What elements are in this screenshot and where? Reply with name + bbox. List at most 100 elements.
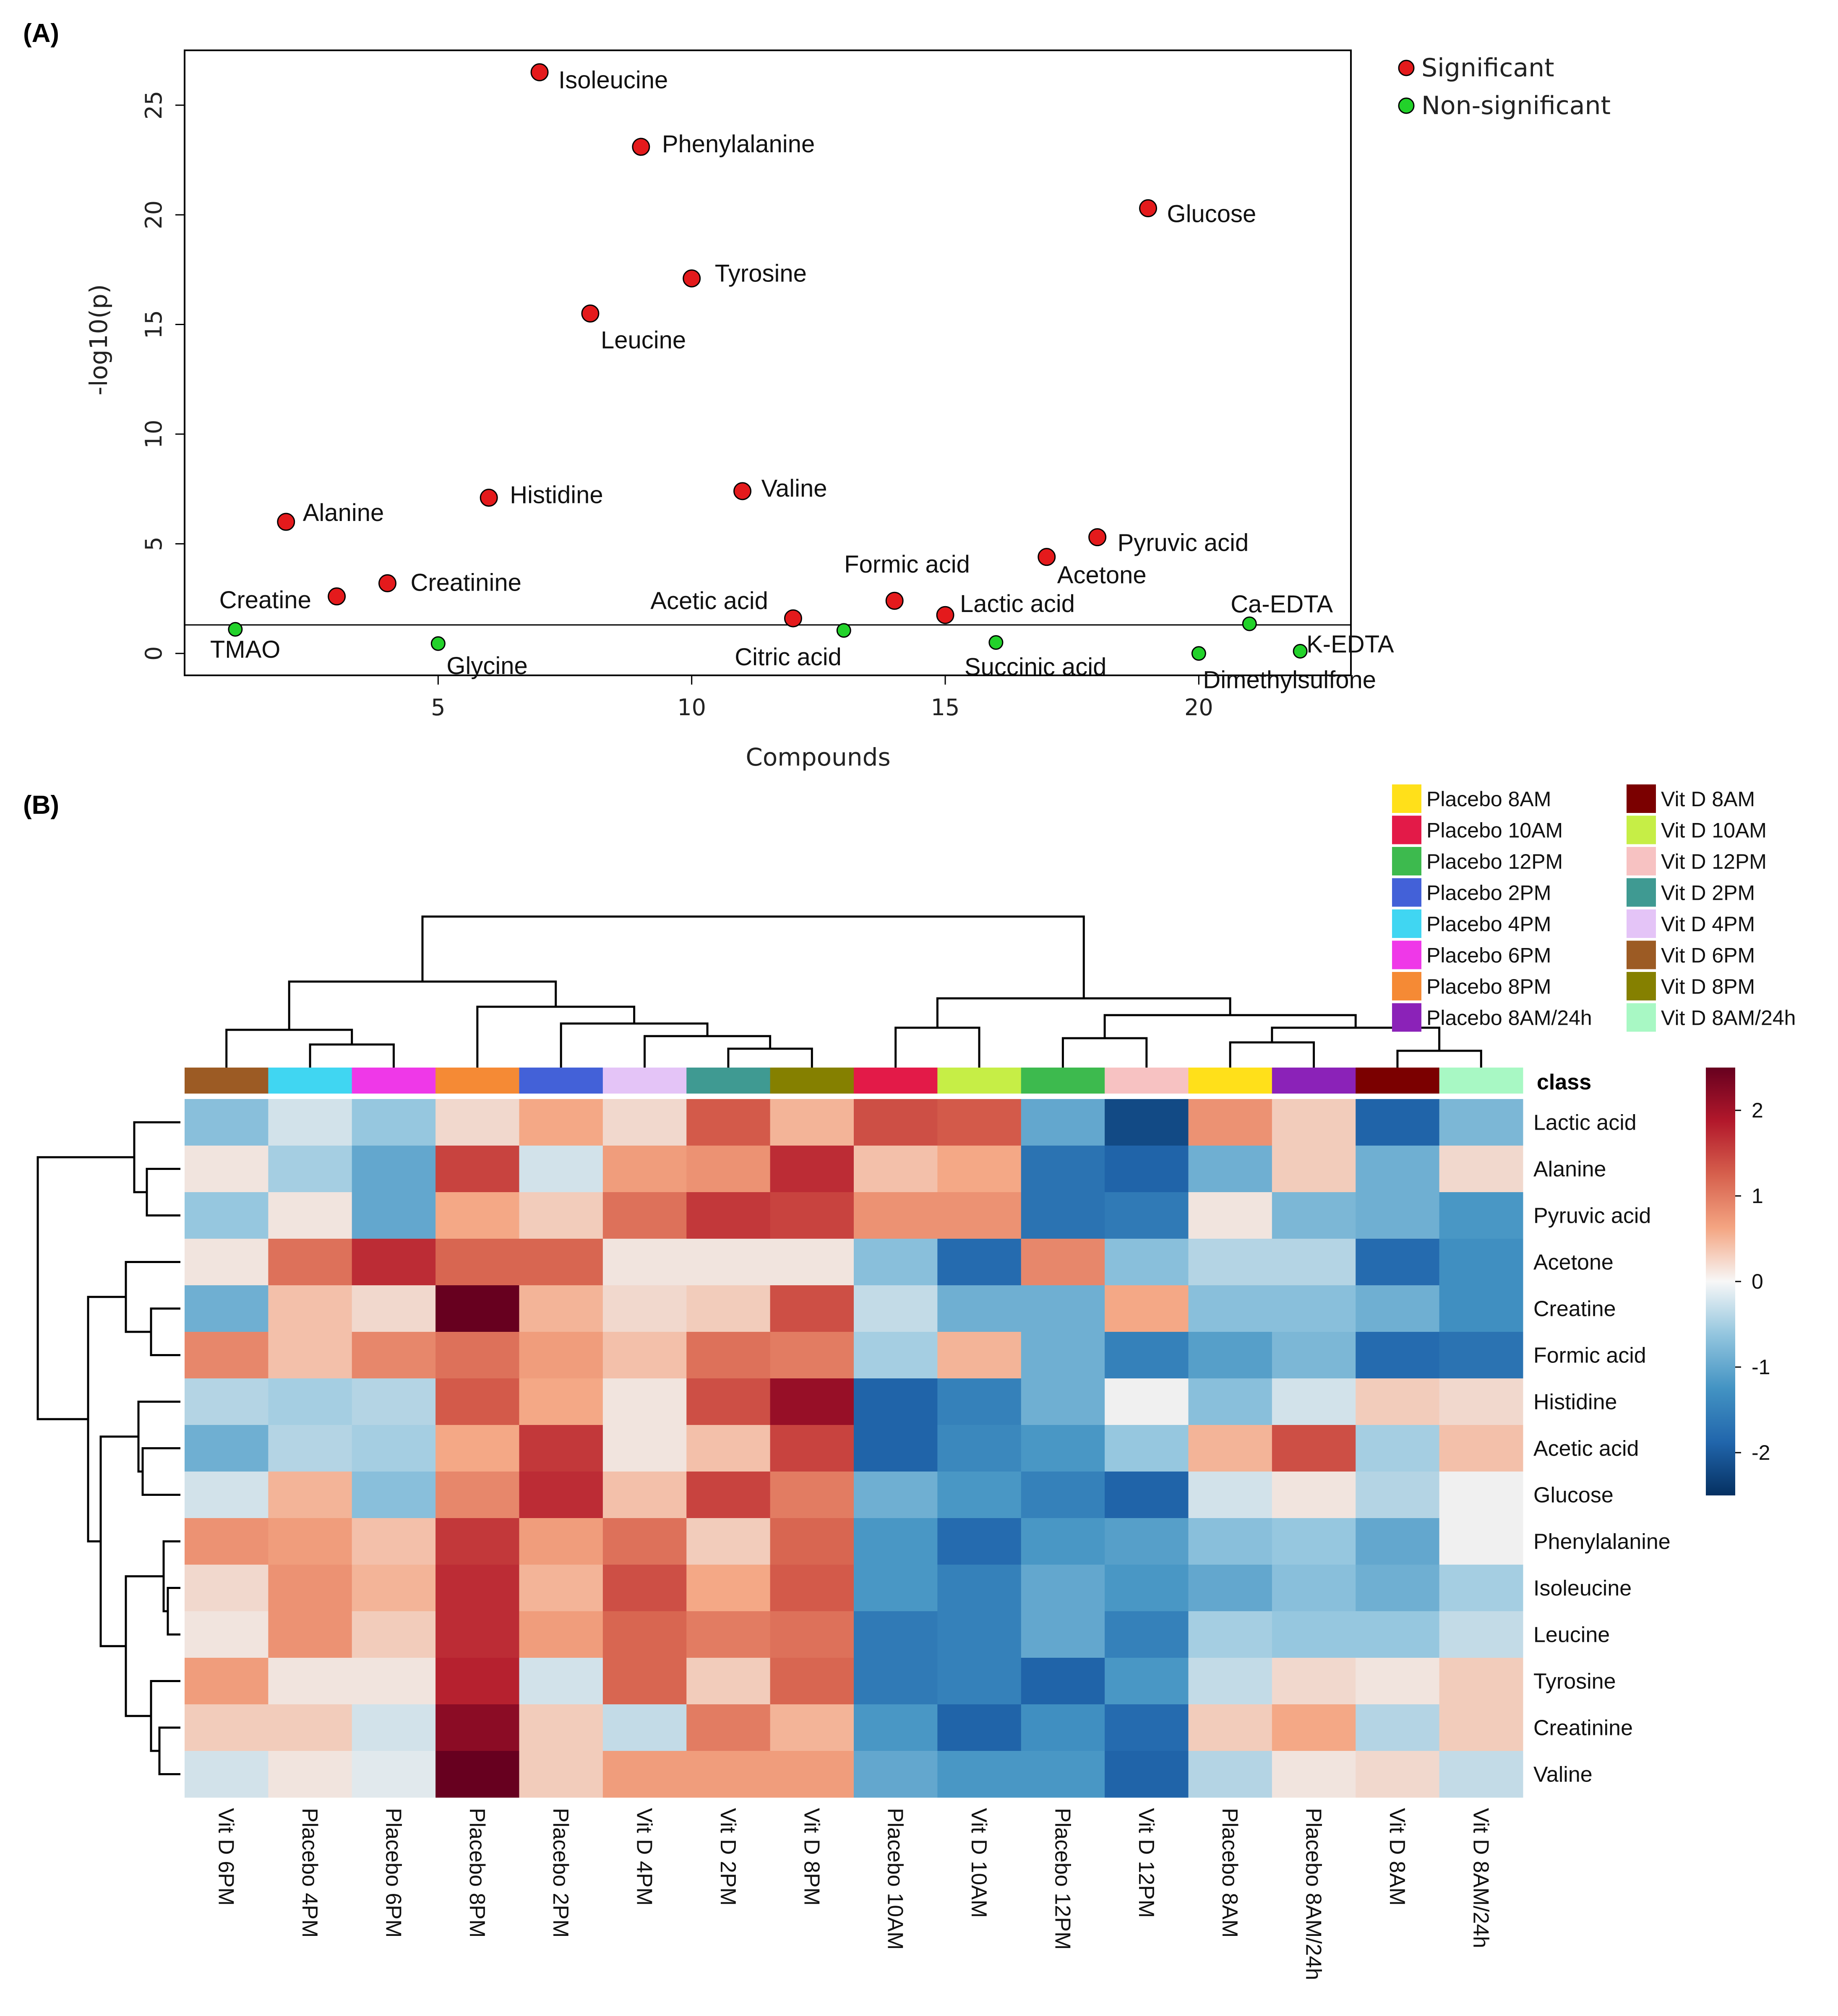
class-legend-label-placebo-6pm: Placebo 6PM	[1426, 944, 1551, 967]
cell-glucose-placebo-4pm	[268, 1472, 352, 1519]
cell-lactic-acid-placebo-8pm	[435, 1099, 519, 1146]
cell-acetic-acid-vit-d-6pm	[185, 1425, 269, 1472]
row-label-histidine: Histidine	[1533, 1390, 1617, 1414]
cell-tyrosine-placebo-4pm	[268, 1658, 352, 1705]
cell-creatine-vit-d-4pm	[602, 1285, 687, 1332]
cell-leucine-placebo-12pm	[1021, 1611, 1105, 1658]
cell-glucose-placebo-6pm	[352, 1472, 436, 1519]
cell-isoleucine-vit-d-8pm	[770, 1565, 854, 1612]
cell-alanine-placebo-4pm	[268, 1146, 352, 1193]
cell-formic-acid-vit-d-8pm	[770, 1332, 854, 1379]
point-creatine	[328, 587, 346, 606]
class-legend-label-placebo-8pm: Placebo 8PM	[1426, 975, 1551, 998]
column-dendro-link	[1396, 1050, 1482, 1068]
point-label-pyruvic-acid: Pyruvic acid	[1118, 529, 1249, 557]
cell-phenylalanine-vit-d-6pm	[185, 1518, 269, 1565]
point-label-succinic-acid: Succinic acid	[965, 654, 1106, 681]
class-legend-swatch-placebo-2pm	[1392, 878, 1421, 907]
cell-creatine-placebo-12pm	[1021, 1285, 1105, 1332]
row-dendro-link	[162, 1540, 180, 1612]
class-legend-label-placebo-8am: Placebo 8AM	[1426, 787, 1551, 811]
cell-acetone-placebo-8am-24h	[1272, 1239, 1356, 1286]
legend-significant-label: Significant	[1421, 53, 1554, 83]
colorbar-gradient	[1706, 1068, 1735, 1495]
cell-glucose-placebo-10am	[854, 1472, 938, 1519]
cell-formic-acid-placebo-4pm	[268, 1332, 352, 1379]
column-dendro-link	[476, 1005, 636, 1068]
point-leucine	[581, 304, 600, 323]
column-label-vit-d-6pm: Vit D 6PM	[214, 1808, 238, 1906]
cell-tyrosine-placebo-8am-24h	[1272, 1658, 1356, 1705]
cell-formic-acid-vit-d-2pm	[686, 1332, 771, 1379]
row-dendro-link	[87, 1296, 126, 1542]
column-label-placebo-8am: Placebo 8AM	[1218, 1808, 1242, 1938]
cell-isoleucine-placebo-8am	[1188, 1565, 1272, 1612]
point-histidine	[480, 489, 498, 507]
colorbar-tick-label: -2	[1752, 1441, 1770, 1464]
cell-acetone-placebo-12pm	[1021, 1239, 1105, 1286]
cell-histidine-placebo-8pm	[435, 1378, 519, 1425]
row-label-valine: Valine	[1533, 1763, 1593, 1787]
cell-creatinine-vit-d-4pm	[602, 1704, 687, 1751]
point-dimethylsulfone	[1191, 646, 1206, 661]
cell-phenylalanine-vit-d-4pm	[602, 1518, 687, 1565]
cell-lactic-acid-placebo-8am-24h	[1272, 1099, 1356, 1146]
y-tick-label: 15	[141, 310, 167, 339]
column-label-vit-d-4pm: Vit D 4PM	[632, 1808, 657, 1906]
heatmap-row-labels: Lactic acid Alanine Pyruvic acid Acetone Cre…	[1533, 1111, 1671, 1787]
cell-phenylalanine-vit-d-2pm	[686, 1518, 771, 1565]
cell-pyruvic-acid-vit-d-8am-24h	[1439, 1192, 1523, 1239]
cell-isoleucine-vit-d-8am-24h	[1439, 1565, 1523, 1612]
class-bar-placebo-6pm	[352, 1068, 436, 1094]
x-axis-ticks: 5 10 15 20	[431, 675, 1213, 721]
cell-glucose-vit-d-8am-24h	[1439, 1472, 1523, 1519]
y-axis-ticks: 0 5 10 15 20 25	[141, 91, 185, 661]
class-bar-placebo-8pm	[435, 1068, 519, 1094]
cell-histidine-vit-d-8am-24h	[1439, 1378, 1523, 1425]
cell-creatine-vit-d-10am	[937, 1285, 1022, 1332]
x-tick-label: 10	[677, 694, 706, 721]
cell-isoleucine-vit-d-4pm	[602, 1565, 687, 1612]
class-legend: Placebo 8AM Vit D 8AM Placebo 10AM Vit D 10…	[1392, 784, 1796, 1032]
cell-glucose-vit-d-4pm	[602, 1472, 687, 1519]
row-label-creatine: Creatine	[1533, 1297, 1616, 1321]
cell-lactic-acid-vit-d-6pm	[185, 1099, 269, 1146]
class-bar-vit-d-8am-24h	[1439, 1068, 1523, 1094]
point-label-isoleucine: Isoleucine	[558, 66, 668, 94]
colorbar: 2 1 0 -1 -2	[1706, 1068, 1770, 1495]
cell-tyrosine-placebo-8pm	[435, 1658, 519, 1705]
cell-glucose-vit-d-2pm	[686, 1472, 771, 1519]
class-bar-vit-d-8am	[1356, 1068, 1440, 1094]
column-dendro-link	[1229, 1041, 1315, 1068]
cell-phenylalanine-placebo-10am	[854, 1518, 938, 1565]
column-label-placebo-8pm: Placebo 8PM	[465, 1808, 489, 1938]
panel-a-label: (A)	[23, 19, 59, 48]
cell-valine-vit-d-8am	[1356, 1751, 1440, 1798]
cell-creatine-placebo-6pm	[352, 1285, 436, 1332]
panel-b-label: (B)	[23, 791, 59, 820]
cell-phenylalanine-vit-d-12pm	[1105, 1518, 1189, 1565]
y-tick-label: 0	[141, 646, 167, 661]
cell-isoleucine-vit-d-12pm	[1105, 1565, 1189, 1612]
cell-alanine-vit-d-8am-24h	[1439, 1146, 1523, 1193]
row-label-formic-acid: Formic acid	[1533, 1344, 1646, 1368]
cell-valine-vit-d-2pm	[686, 1751, 771, 1798]
class-legend-swatch-vit-d-12pm	[1627, 847, 1656, 875]
cell-creatinine-placebo-4pm	[268, 1704, 352, 1751]
cell-acetone-placebo-6pm	[352, 1239, 436, 1286]
heatmap: class Lactic acid Alanine Pyruvic acid Acet…	[36, 784, 1796, 1980]
cell-tyrosine-vit-d-8pm	[770, 1658, 854, 1705]
point-tyrosine	[683, 269, 701, 288]
cell-isoleucine-placebo-10am	[854, 1565, 938, 1612]
point-glucose	[1139, 199, 1158, 217]
point-label-glycine: Glycine	[446, 652, 527, 680]
cell-leucine-vit-d-10am	[937, 1611, 1022, 1658]
point-citric-acid	[836, 623, 851, 638]
column-dendro-link	[309, 1043, 395, 1068]
cell-alanine-vit-d-10am	[937, 1146, 1022, 1193]
cell-acetone-vit-d-8am	[1356, 1239, 1440, 1286]
cell-isoleucine-placebo-6pm	[352, 1565, 436, 1612]
cell-acetic-acid-placebo-2pm	[519, 1425, 603, 1472]
cell-creatine-vit-d-12pm	[1105, 1285, 1189, 1332]
cell-acetic-acid-placebo-4pm	[268, 1425, 352, 1472]
